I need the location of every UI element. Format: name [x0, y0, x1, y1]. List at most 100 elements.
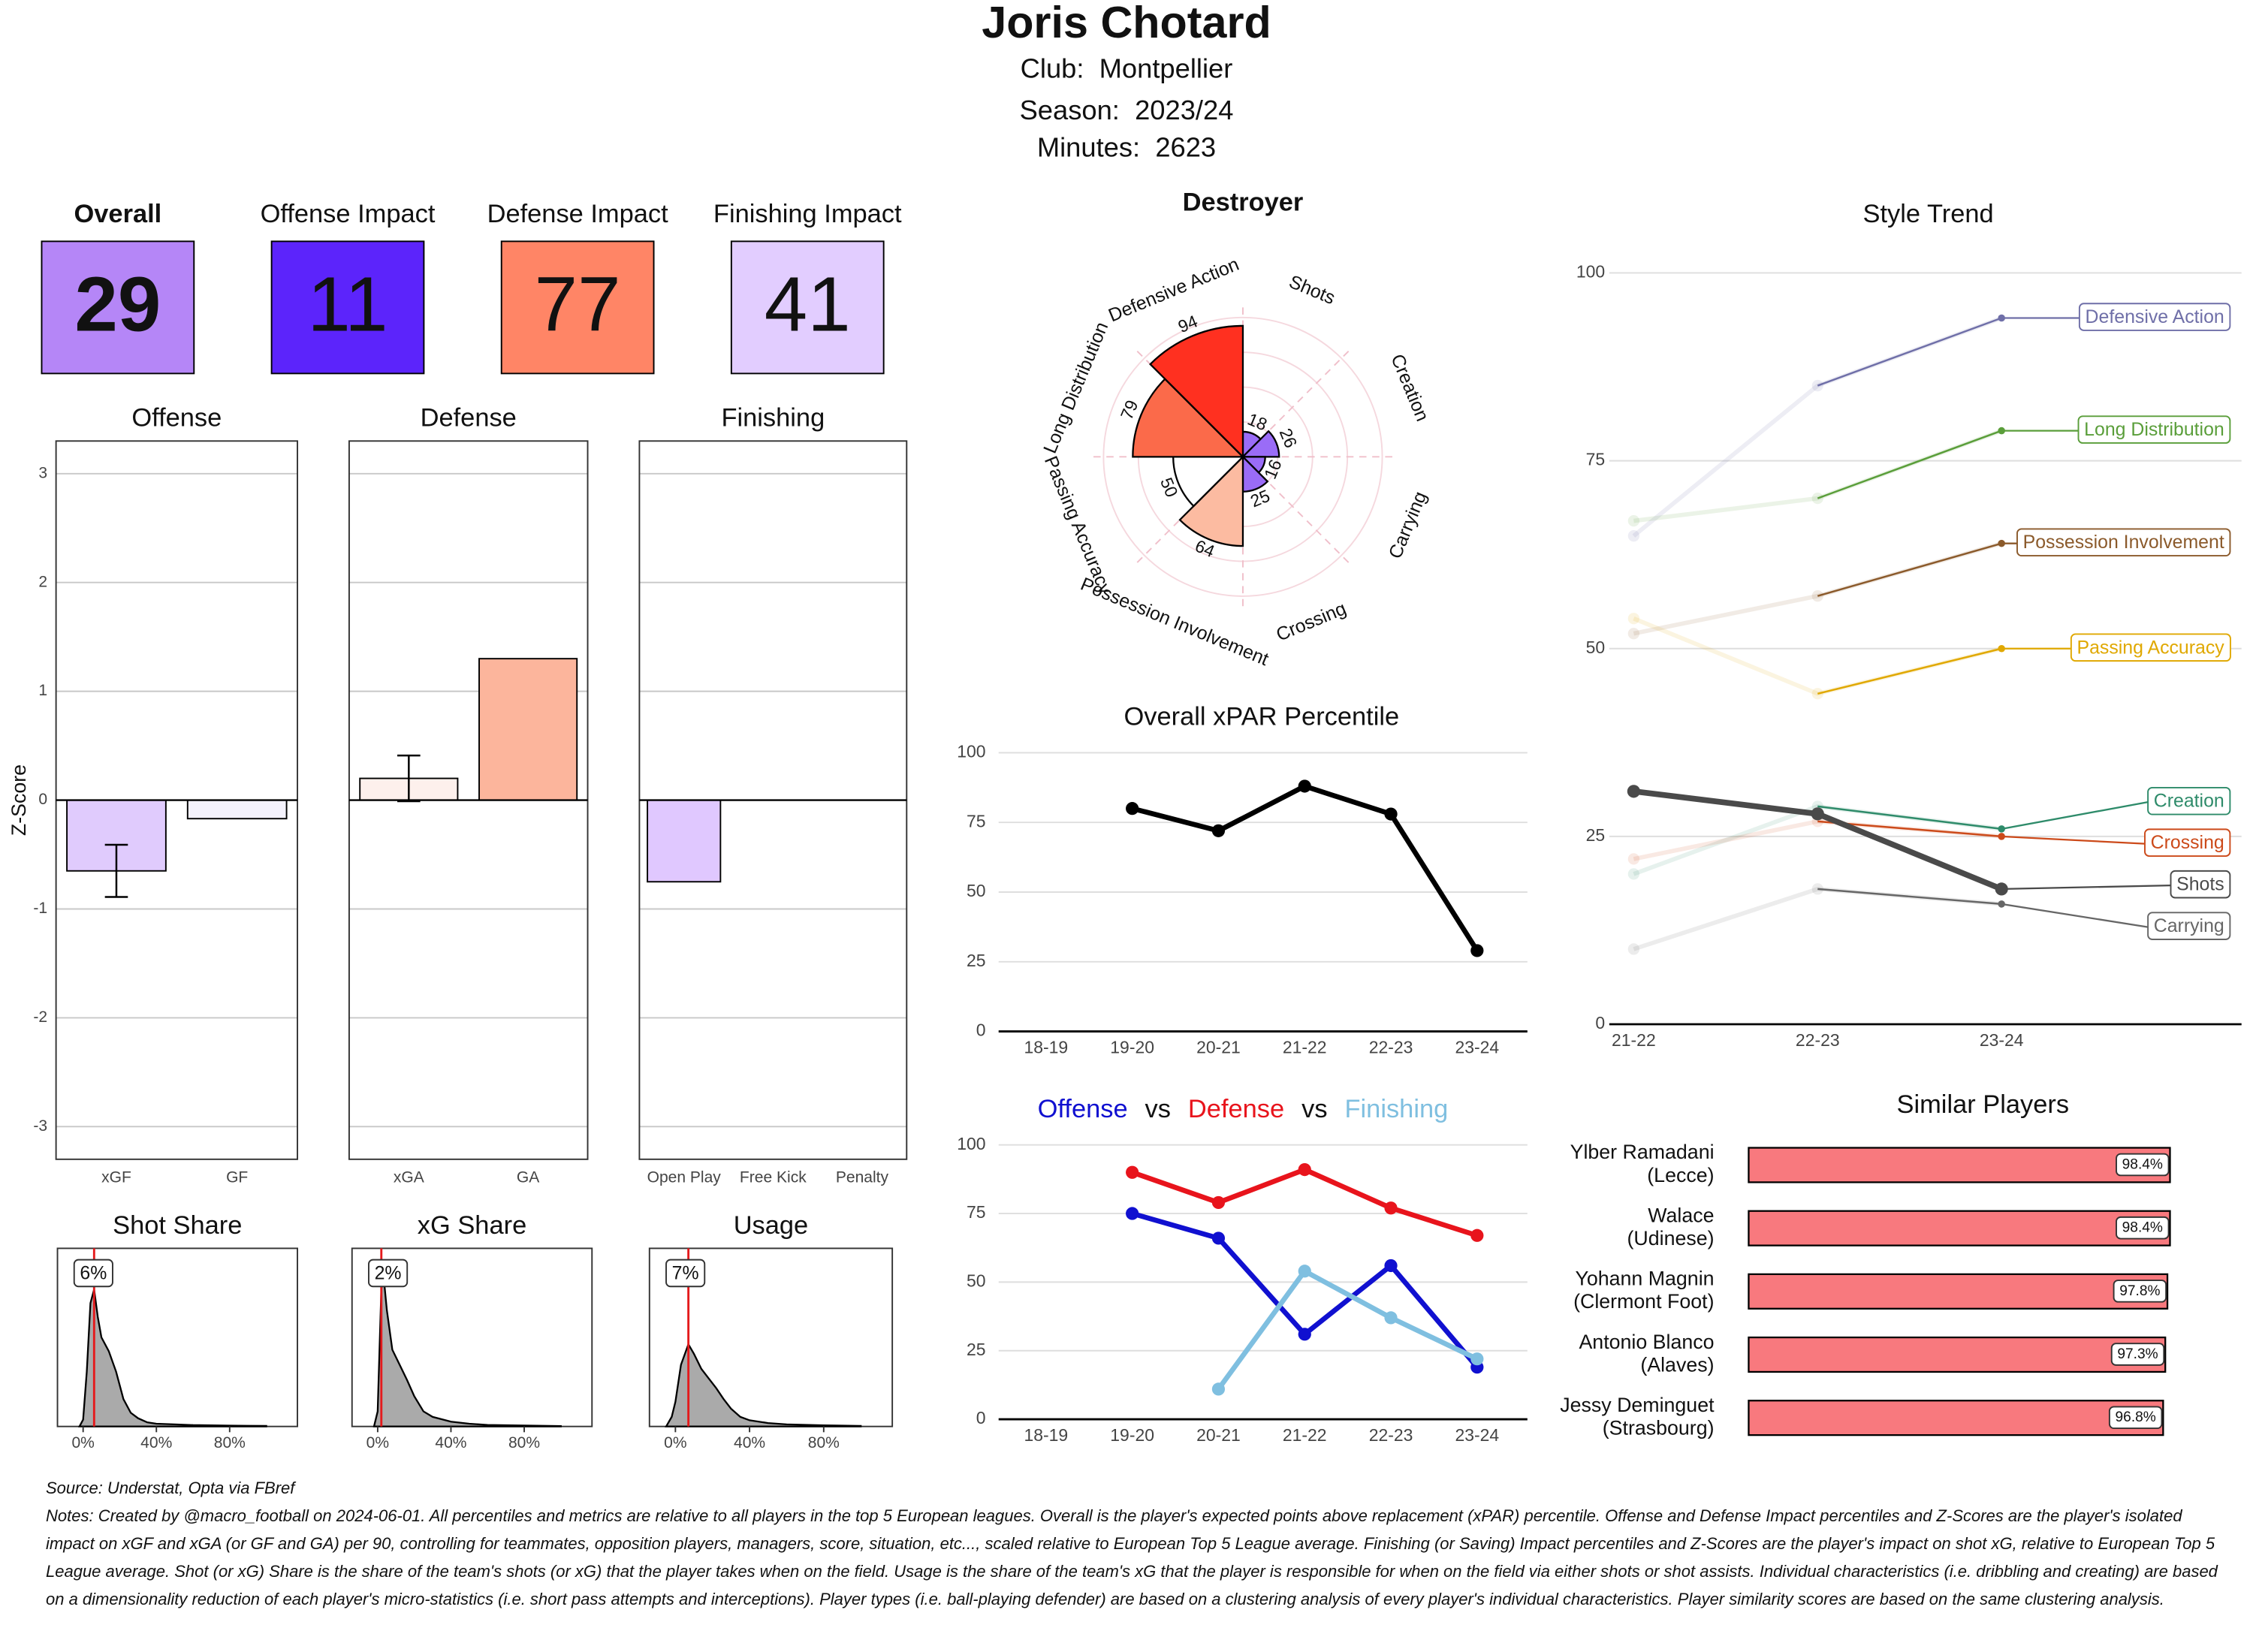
player-club: (Alaves)	[1640, 1353, 1714, 1376]
series-label: Carrying	[2154, 915, 2224, 936]
y-tick-label: 75	[967, 811, 986, 831]
x-tick-label: 0%	[664, 1434, 686, 1452]
y-tick-label: 2	[38, 573, 47, 590]
polar-bar	[1178, 454, 1244, 547]
category-label: Creation	[1386, 351, 1433, 425]
player-name: Antonio Blanco	[1579, 1331, 1714, 1353]
bar	[647, 799, 722, 883]
point	[1811, 688, 1823, 700]
series-line	[1633, 887, 2002, 951]
category-label: Long Distribution	[1039, 319, 1112, 457]
x-tick-label: 80%	[808, 1434, 840, 1452]
player-name: Joris Chotard	[982, 0, 1271, 47]
x-tick-label: Penalty	[836, 1168, 889, 1186]
y-tick-label: 50	[1586, 638, 1606, 657]
x-tick-label: 0%	[366, 1434, 389, 1452]
y-tick-label: 25	[967, 951, 986, 970]
y-tick-label: 0	[976, 1020, 986, 1040]
point	[1811, 807, 1824, 821]
label-box	[2116, 1153, 2170, 1177]
point	[1211, 1231, 1226, 1245]
player-name: Yohann Magnin	[1575, 1268, 1714, 1290]
source: Source: Understat, Opta via FBref	[46, 1479, 295, 1497]
series-last-segment	[1817, 542, 2002, 597]
x-tick-label: 40%	[140, 1434, 172, 1452]
player-label: 7%	[672, 1262, 699, 1283]
y-tick-label: 50	[967, 1271, 986, 1290]
label-box	[2070, 633, 2231, 662]
category-label: Defensive Action	[1105, 254, 1242, 327]
point	[1470, 944, 1484, 957]
chart-title: Overall xPAR Percentile	[1124, 703, 1400, 731]
title-series: Finishing	[1345, 1095, 1449, 1123]
series-label: Creation	[2154, 791, 2224, 812]
y-tick-label: -3	[33, 1117, 47, 1135]
x-tick-label: 23-24	[1455, 1038, 1499, 1057]
scorecard-value: 41	[765, 261, 851, 348]
point	[1627, 868, 1640, 880]
polar-bar	[1172, 456, 1245, 508]
point	[1811, 883, 1823, 895]
label-box	[2077, 415, 2231, 444]
series-line	[1131, 783, 1479, 952]
minutes: Minutes: 2623	[1037, 132, 1216, 163]
value-label: 98.4%	[2122, 1157, 2163, 1173]
panel-title: Offense	[131, 404, 222, 433]
series-line	[1216, 1268, 1479, 1391]
series-label: Passing Accuracy	[2077, 637, 2225, 658]
polar-grid	[1102, 316, 1383, 597]
y-tick-label: 75	[967, 1202, 986, 1222]
y-tick-label: 1	[38, 682, 47, 699]
y-tick-label: 0	[976, 1408, 986, 1427]
bar	[1748, 1210, 2171, 1247]
point	[1627, 853, 1640, 865]
x-tick-label: 23-24	[1980, 1030, 2024, 1050]
point	[1298, 1265, 1311, 1278]
title-separator: vs	[1301, 1095, 1327, 1123]
scorecard-label: Finishing Impact	[713, 200, 902, 228]
x-tick-label: 0%	[71, 1434, 94, 1452]
y-tick-label: 0	[1595, 1013, 1605, 1032]
y-tick-label: 25	[1586, 825, 1606, 845]
series-line	[1131, 1167, 1478, 1238]
player-club: (Strasbourg)	[1603, 1417, 1715, 1439]
bar	[186, 799, 288, 820]
x-tick-label: xGF	[101, 1168, 131, 1186]
point	[1211, 824, 1226, 837]
point	[1811, 492, 1823, 505]
scorecard-box	[270, 240, 425, 375]
label-box	[2016, 528, 2231, 557]
x-tick-label: xGA	[394, 1168, 424, 1186]
point	[1627, 785, 1640, 798]
scorecard-value: 29	[74, 261, 161, 348]
scorecard-box	[500, 240, 655, 375]
player-club: (Udinese)	[1627, 1227, 1714, 1250]
panel-title: Finishing	[721, 404, 825, 433]
scorecard-label: Defense Impact	[487, 200, 669, 228]
point	[1627, 514, 1640, 527]
series-label: Crossing	[2151, 832, 2224, 853]
chart-title: Similar Players	[1897, 1090, 2070, 1119]
value-label: 97.3%	[2117, 1346, 2158, 1362]
point	[1126, 1207, 1139, 1220]
scorecard-label: Overall	[74, 200, 162, 228]
polar-bar	[1241, 430, 1280, 458]
point	[1298, 779, 1311, 793]
point	[1470, 1352, 1484, 1366]
x-tick-label: 80%	[508, 1434, 540, 1452]
x-tick-label: 19-20	[1110, 1038, 1154, 1057]
bar	[1748, 1336, 2167, 1373]
point	[1470, 1228, 1484, 1242]
scorecard-value: 77	[535, 261, 621, 348]
panel-title: Shot Share	[113, 1211, 242, 1240]
x-tick-label: 18-19	[1024, 1038, 1069, 1057]
x-tick-label: 40%	[734, 1434, 765, 1452]
x-tick-label: 22-23	[1369, 1425, 1413, 1445]
label-box	[2108, 1406, 2163, 1430]
chart-title: Offense vs Defense vs Finishing	[1038, 1095, 1449, 1123]
club: Club: Montpellier	[1021, 53, 1233, 83]
x-tick-label: 20-21	[1196, 1425, 1241, 1445]
series-label: Defensive Action	[2086, 306, 2224, 327]
player-label: 2%	[375, 1262, 402, 1283]
